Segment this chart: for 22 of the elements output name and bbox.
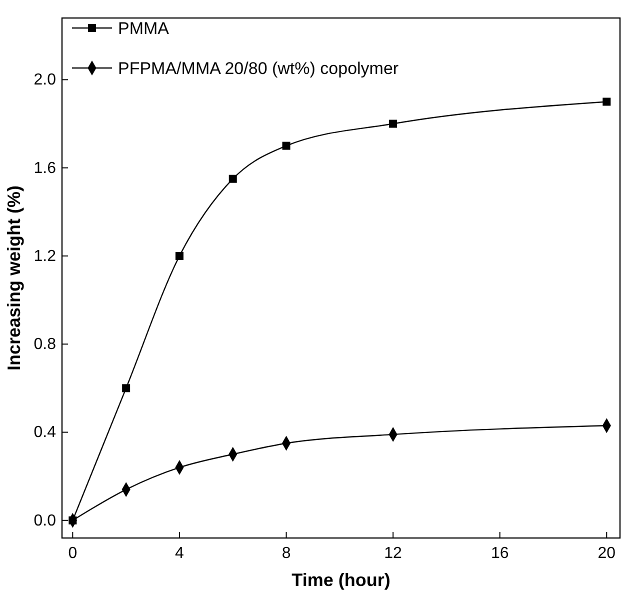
- point: [389, 120, 398, 128]
- x-tick-label: 20: [598, 545, 616, 562]
- x-tick-label: 16: [490, 545, 509, 562]
- x-tick-label: 12: [384, 545, 402, 562]
- point: [282, 142, 290, 150]
- y-tick-label: 0.0: [34, 512, 56, 530]
- x-tick-label: 8: [282, 545, 291, 562]
- y-tick-label: 0.4: [34, 424, 56, 442]
- point: [602, 98, 611, 106]
- y-tick-label: 2.0: [34, 72, 56, 89]
- point: [228, 174, 237, 183]
- y-tick-label: 0.8: [34, 336, 56, 354]
- x-tick-label: 0: [68, 545, 78, 562]
- x-axis-title: Time (hour): [292, 570, 390, 590]
- point: [122, 384, 130, 392]
- x-tick-label: 4: [175, 545, 184, 562]
- legend-label: PFPMA/MMA 20/80 (wt%) copolymer: [118, 59, 399, 78]
- point: [175, 252, 184, 260]
- y-tick-label: 1.2: [34, 248, 56, 265]
- y-axis-title: Increasing weight (%): [4, 185, 24, 371]
- legend-label: PMMA: [118, 19, 170, 38]
- y-tick-label: 1.6: [34, 160, 56, 177]
